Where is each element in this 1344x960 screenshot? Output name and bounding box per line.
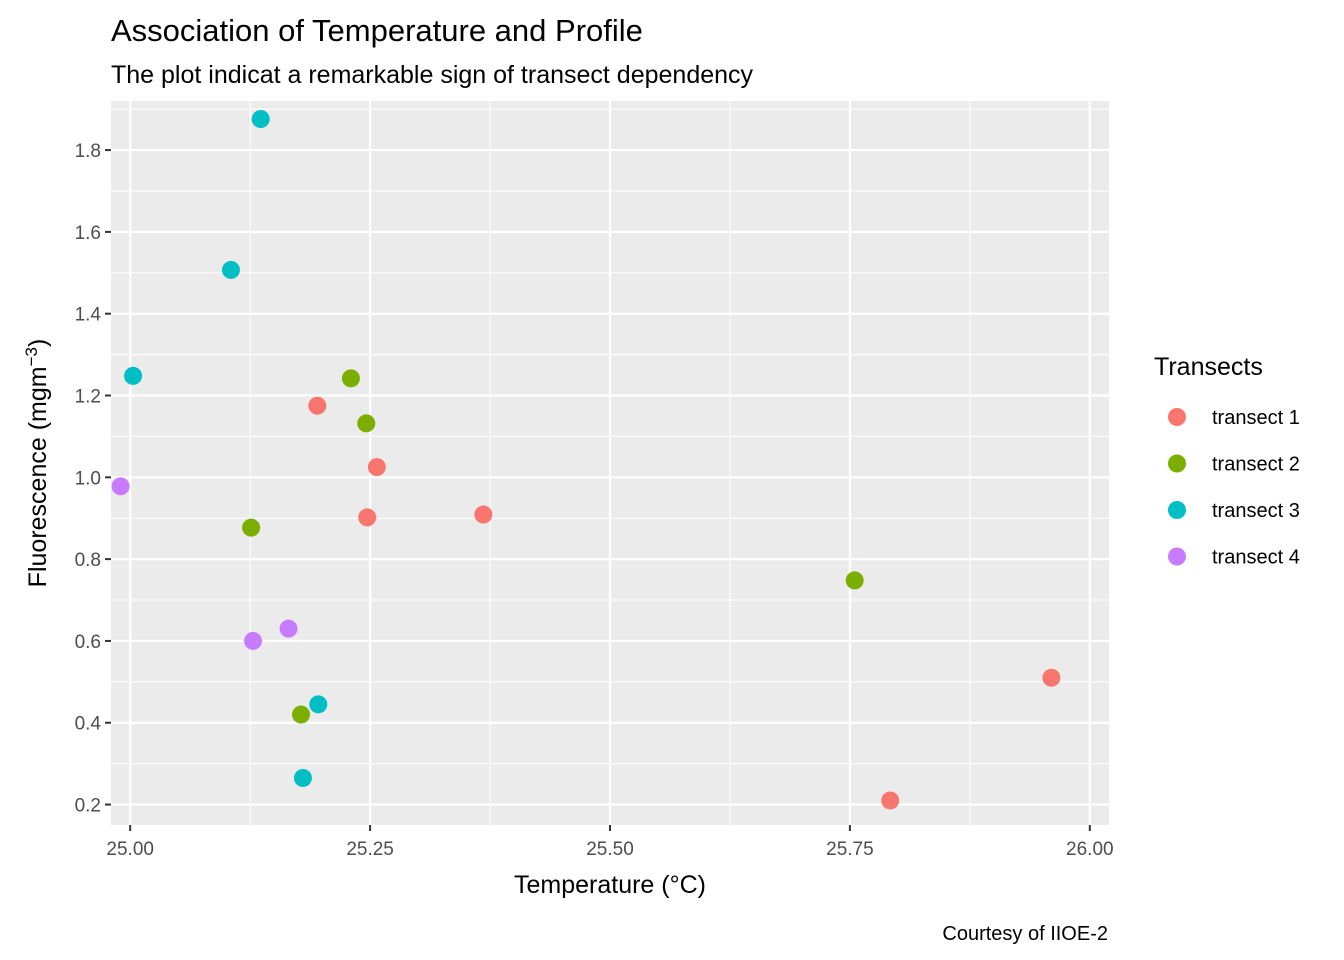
data-point — [367, 458, 386, 477]
chart-subtitle: The plot indicat a remarkable sign of tr… — [111, 61, 754, 89]
y-axis-title-main: Fluorescence (mgm — [24, 366, 52, 587]
data-point — [292, 705, 311, 724]
data-point — [244, 631, 263, 650]
y-tick-label: 1.2 — [75, 387, 101, 408]
legend-label: transect 4 — [1212, 547, 1300, 569]
data-point — [845, 571, 864, 590]
data-point — [474, 505, 493, 524]
data-point — [341, 369, 360, 388]
data-point — [111, 477, 130, 496]
x-tick-label: 25.75 — [826, 839, 874, 860]
x-tick-label: 26.00 — [1066, 839, 1114, 860]
y-axis-title-superscript: −3 — [22, 347, 41, 366]
y-tick-label: 0.8 — [75, 550, 101, 571]
x-axis-title-close: ) — [698, 871, 706, 899]
data-point — [1042, 668, 1061, 687]
y-tick-label: 1.4 — [75, 305, 102, 326]
y-tick-label: 0.2 — [75, 796, 101, 817]
x-tick-labels: 25.00 25.25 25.50 25.75 26.00 — [106, 839, 1113, 860]
y-tick-label: 0.6 — [75, 632, 101, 653]
x-tick-label: 25.50 — [586, 839, 634, 860]
chart-title: Association of Temperature and Profile — [111, 13, 643, 48]
y-axis-title-close: ) — [24, 339, 52, 347]
chart-caption: Courtesy of IIOE-2 — [942, 923, 1108, 945]
legend-key — [1168, 547, 1186, 566]
y-axis-title: Fluorescence (mgm−3) — [22, 339, 52, 588]
legend-key — [1168, 454, 1186, 473]
legend-key — [1168, 501, 1186, 519]
data-point — [308, 396, 327, 415]
data-point — [242, 518, 261, 537]
legend-label: transect 3 — [1212, 500, 1300, 522]
data-point — [124, 366, 143, 385]
data-point — [357, 414, 376, 433]
y-tick-label: 1.8 — [75, 141, 101, 162]
x-axis-title-unit: °C — [670, 871, 698, 899]
x-tick-label: 25.25 — [346, 839, 394, 860]
legend-label: transect 2 — [1212, 454, 1300, 476]
legend-label: transect 1 — [1212, 407, 1300, 429]
x-axis-title: Temperature (°C) — [514, 871, 706, 899]
y-tick-labels: 0.2 0.4 0.6 0.8 1.0 1.2 1.4 1.6 1.8 — [75, 141, 102, 816]
y-tick-label: 1.0 — [75, 468, 101, 489]
data-point — [279, 619, 298, 638]
legend-title: Transects — [1154, 353, 1263, 381]
x-tick-label: 25.00 — [106, 839, 154, 860]
data-point — [221, 260, 240, 279]
y-tick-label: 1.6 — [75, 223, 101, 244]
data-points — [111, 109, 1061, 810]
data-point — [293, 768, 312, 787]
legend-items: transect 1 transect 2 transect 3 transect 4 — [1168, 407, 1300, 569]
y-tick-label: 0.4 — [75, 714, 102, 735]
data-point — [309, 695, 328, 714]
data-point — [881, 791, 900, 810]
x-axis-title-main: Temperature ( — [514, 871, 670, 899]
legend: Transects transect 1 transect 2 transect 3… — [1154, 353, 1300, 569]
axis-ticks — [105, 149, 1091, 831]
data-point — [358, 508, 377, 527]
legend-key — [1168, 408, 1186, 426]
data-point — [251, 109, 270, 128]
